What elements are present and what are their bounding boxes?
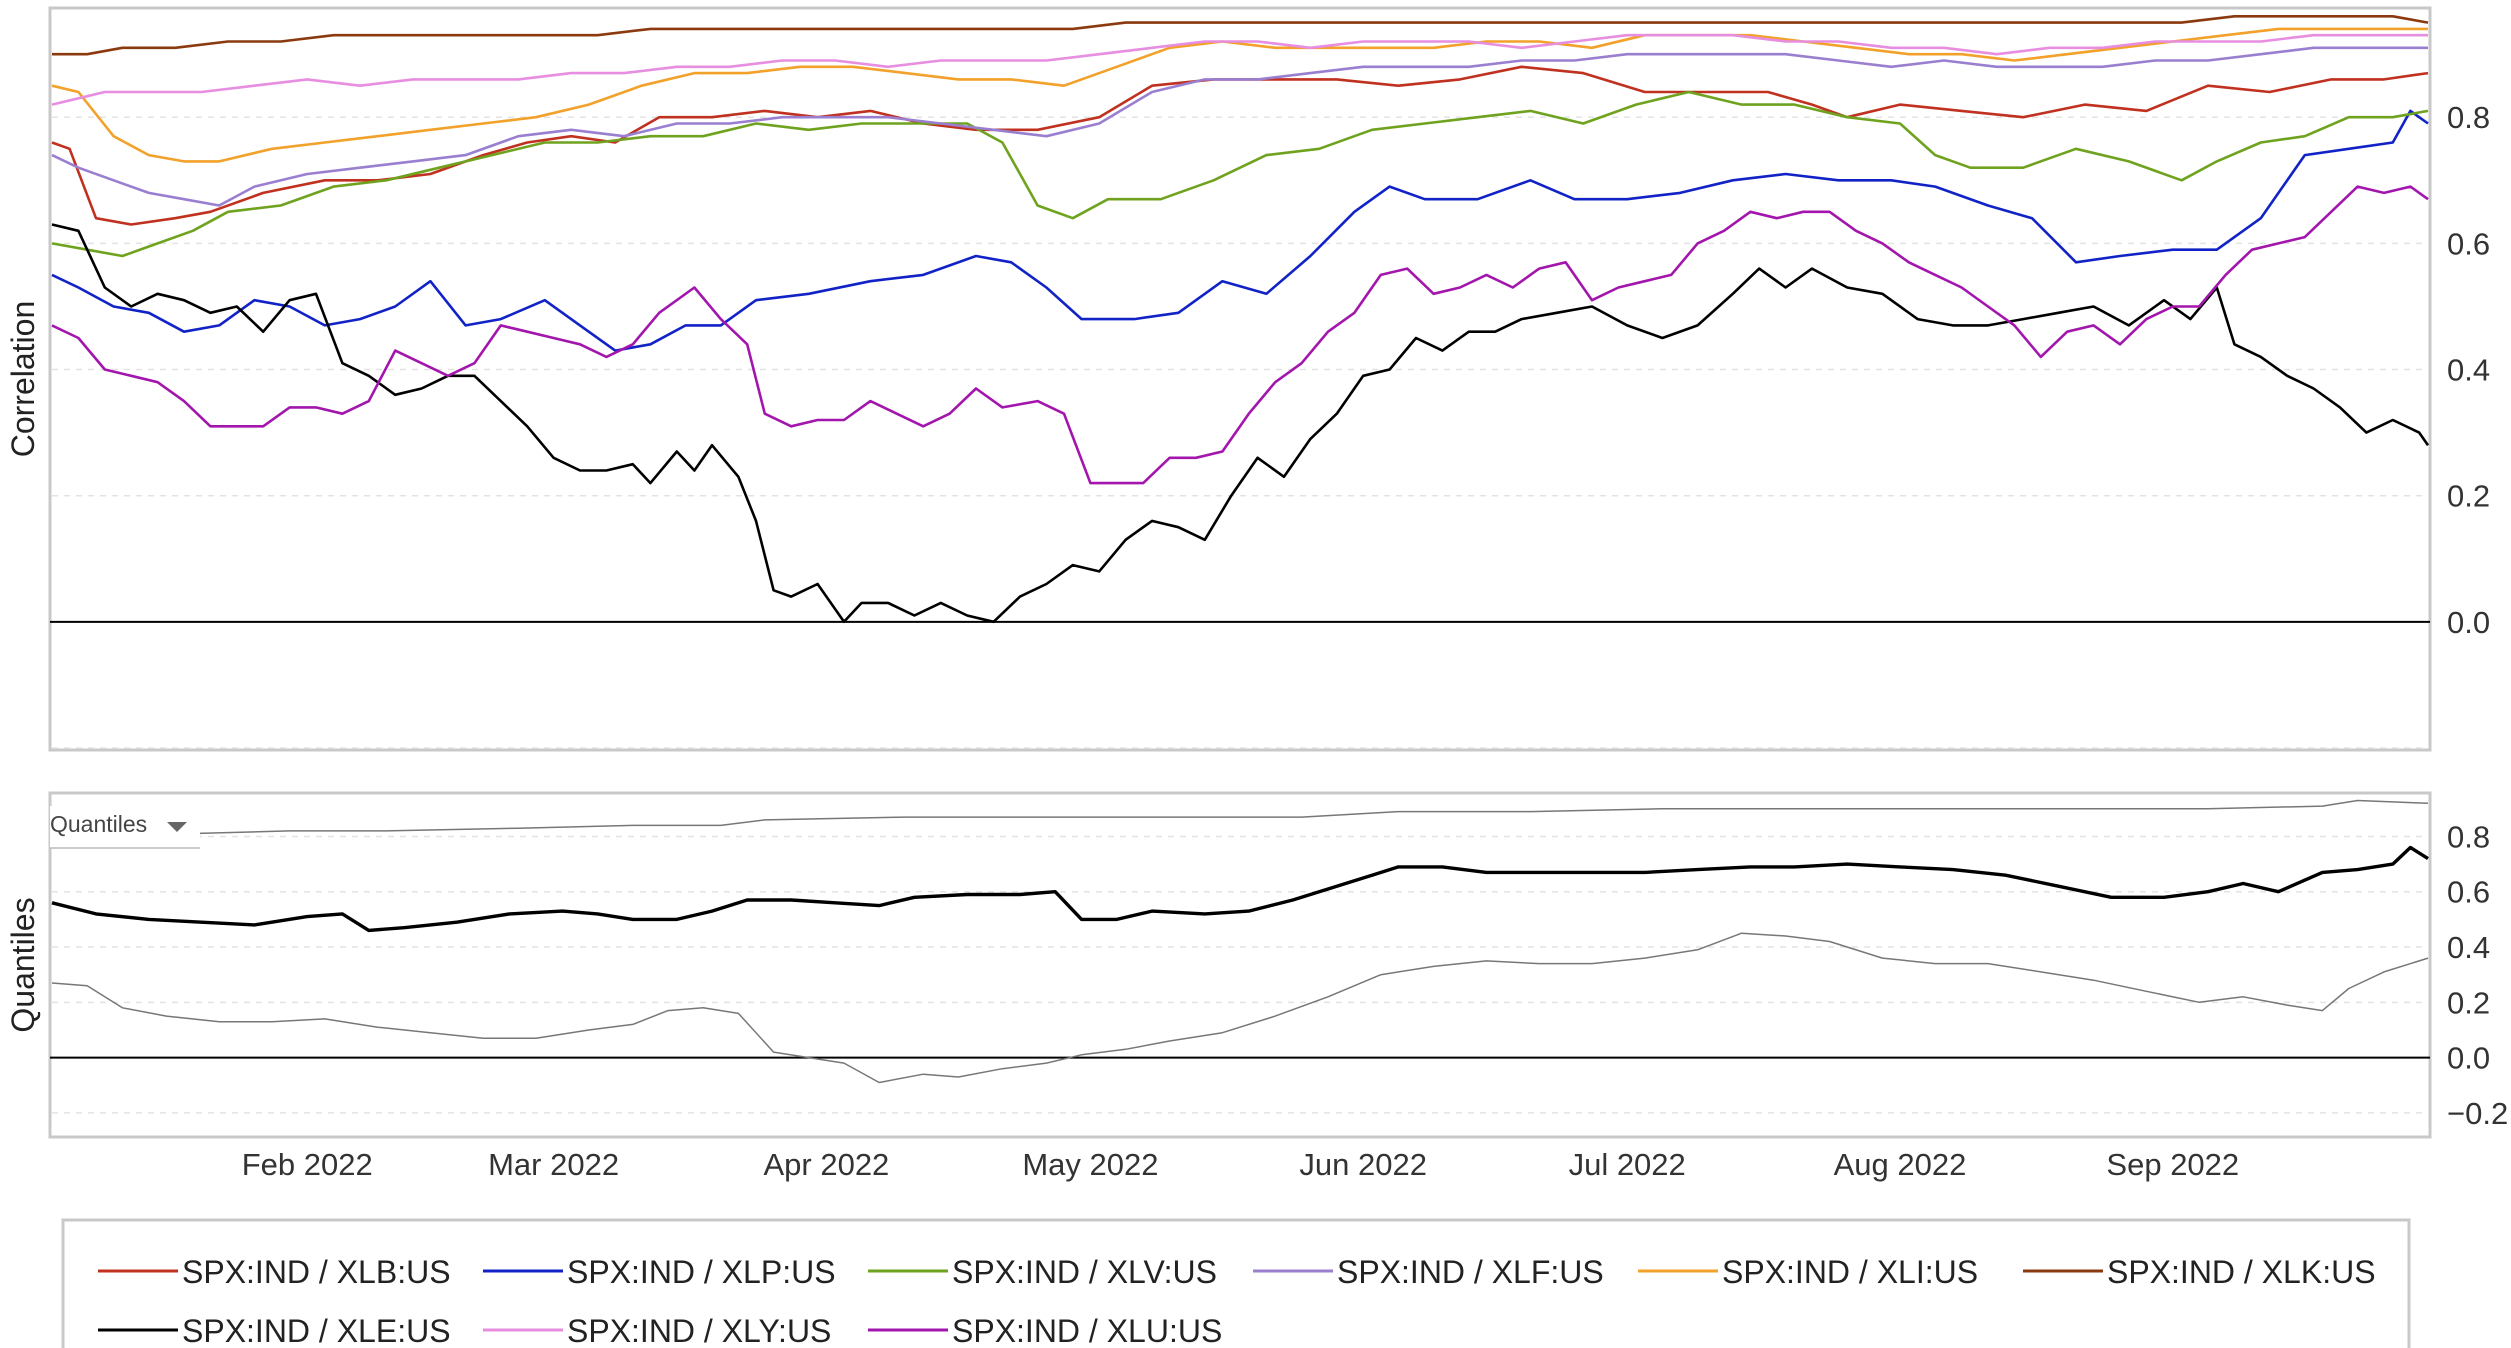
x-tick-label: Mar 2022 (488, 1147, 619, 1182)
quantiles-y-tick-label: 0.4 (2447, 930, 2490, 965)
quantiles-y-axis-title: Quantiles (5, 897, 41, 1032)
legend-item[interactable]: SPX:IND / XLI:US (1638, 1254, 1978, 1290)
x-tick-label: Apr 2022 (763, 1147, 889, 1182)
legend-label: SPX:IND / XLB:US (182, 1254, 451, 1290)
legend-label: SPX:IND / XLI:US (1722, 1254, 1978, 1290)
correlation-y-tick-label: 0.2 (2447, 479, 2490, 514)
x-tick-label: Sep 2022 (2106, 1147, 2239, 1182)
correlation-y-axis-title: Correlation (5, 301, 41, 458)
correlation-line-spx-ind-xlf-us (51, 46, 2428, 207)
correlation-line-spx-ind-xlp-us (51, 109, 2429, 352)
x-tick-label: Jul 2022 (1569, 1147, 1686, 1182)
legend-label: SPX:IND / XLF:US (1337, 1254, 1604, 1290)
correlation-y-tick-label: 0.0 (2447, 605, 2490, 640)
legend-label: SPX:IND / XLK:US (2107, 1254, 2376, 1290)
x-tick-label: Jun 2022 (1299, 1147, 1427, 1182)
legend-box (61, 1218, 2411, 1348)
quantiles-gridlines (50, 835, 2430, 1114)
quantiles-series (51, 799, 2429, 1084)
legend-item[interactable]: SPX:IND / XLE:US (98, 1313, 451, 1348)
caret-down-icon (167, 822, 187, 832)
x-axis-ticks: Feb 2022 Mar 2022 Apr 2022 May 2022 Jun 2022… (242, 1147, 2239, 1182)
legend-item[interactable]: SPX:IND / XLU:US (868, 1313, 1222, 1348)
correlation-plot-area (48, 6, 2432, 752)
quantiles-y-tick-label: −0.2 (2447, 1096, 2508, 1131)
correlation-series (51, 15, 2430, 624)
correlation-panel: 0.0 0.2 0.4 0.6 0.8 Correlation (5, 6, 2490, 752)
correlation-line-spx-ind-xlb-us (51, 65, 2429, 226)
legend-item[interactable]: SPX:IND / XLK:US (2023, 1254, 2376, 1290)
quantiles-y-tick-label: 0.6 (2447, 875, 2490, 910)
correlation-line-spx-ind-xle-us (51, 223, 2430, 624)
correlation-line-spx-ind-xly-us (51, 33, 2428, 106)
correlation-line-spx-ind-xlk-us (52, 15, 2429, 56)
correlation-y-tick-label: 0.8 (2447, 100, 2490, 135)
legend-label: SPX:IND / XLV:US (952, 1254, 1217, 1290)
correlation-gridlines (50, 116, 2430, 749)
quantiles-dropdown[interactable]: Quantiles (50, 806, 200, 849)
legend-item[interactable]: SPX:IND / XLB:US (98, 1254, 451, 1290)
legend-label: SPX:IND / XLE:US (182, 1313, 451, 1348)
quantiles-dropdown-label: Quantiles (50, 811, 147, 837)
correlation-line-spx-ind-xlv-us (51, 90, 2429, 258)
legend-label: SPX:IND / XLY:US (567, 1313, 831, 1348)
quantiles-line-series-1 (51, 845, 2429, 933)
quantiles-y-tick-label: 0.8 (2447, 819, 2490, 854)
x-tick-label: Feb 2022 (242, 1147, 373, 1182)
correlation-y-tick-label: 0.4 (2447, 353, 2490, 388)
x-tick-label: Aug 2022 (1834, 1147, 1967, 1182)
correlation-y-tick-label: 0.6 (2447, 226, 2490, 261)
quantiles-y-ticks: −0.2 0.0 0.2 0.4 0.6 0.8 (2447, 819, 2508, 1130)
quantiles-panel: −0.2 0.0 0.2 0.4 0.6 0.8 Quantiles Quantiles (5, 791, 2508, 1139)
legend-label: SPX:IND / XLU:US (952, 1313, 1222, 1348)
correlation-y-ticks: 0.0 0.2 0.4 0.6 0.8 (2447, 100, 2490, 640)
correlation-line-spx-ind-xlu-us (51, 185, 2429, 485)
quantiles-line-series-0 (183, 799, 2429, 835)
correlation-line-spx-ind-xli-us (51, 27, 2428, 163)
quantiles-plot-area (48, 791, 2432, 1139)
legend-item[interactable]: SPX:IND / XLF:US (1253, 1254, 1604, 1290)
legend-item[interactable]: SPX:IND / XLV:US (868, 1254, 1217, 1290)
legend-item[interactable]: SPX:IND / XLP:US (483, 1254, 836, 1290)
quantiles-y-tick-label: 0.2 (2447, 985, 2490, 1020)
legend: SPX:IND / XLB:US SPX:IND / XLP:US SPX:IND … (61, 1218, 2411, 1348)
legend-label: SPX:IND / XLP:US (567, 1254, 836, 1290)
legend-item[interactable]: SPX:IND / XLY:US (483, 1313, 831, 1348)
x-tick-label: May 2022 (1022, 1147, 1158, 1182)
quantiles-line-series-2 (51, 932, 2429, 1084)
quantiles-y-tick-label: 0.0 (2447, 1041, 2490, 1076)
